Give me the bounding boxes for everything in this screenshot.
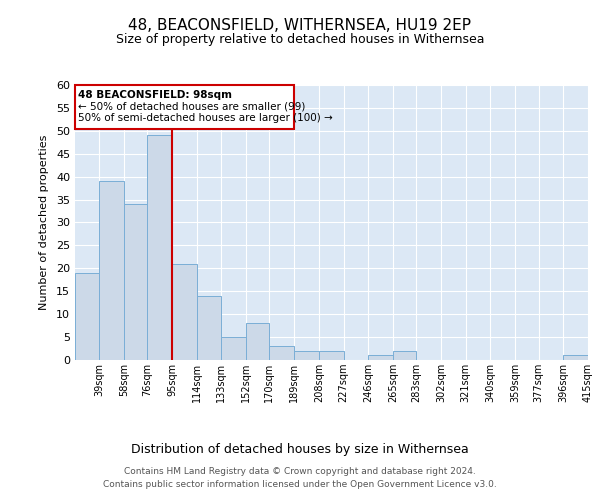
Bar [124, 204, 147, 360]
Bar [197, 296, 221, 360]
Bar [368, 356, 393, 360]
Bar [172, 264, 197, 360]
Bar [393, 351, 416, 360]
Bar [269, 346, 294, 360]
Text: Size of property relative to detached houses in Withernsea: Size of property relative to detached ho… [116, 32, 484, 46]
Bar [221, 337, 246, 360]
Bar [147, 136, 172, 360]
Text: 50% of semi-detached houses are larger (100) →: 50% of semi-detached houses are larger (… [77, 114, 332, 124]
Text: 48, BEACONSFIELD, WITHERNSEA, HU19 2EP: 48, BEACONSFIELD, WITHERNSEA, HU19 2EP [128, 18, 472, 32]
Text: 48 BEACONSFIELD: 98sqm: 48 BEACONSFIELD: 98sqm [77, 90, 232, 100]
Bar [246, 324, 269, 360]
Bar [294, 351, 319, 360]
Text: Contains HM Land Registry data © Crown copyright and database right 2024.: Contains HM Land Registry data © Crown c… [124, 468, 476, 476]
Text: ← 50% of detached houses are smaller (99): ← 50% of detached houses are smaller (99… [77, 101, 305, 111]
Bar [75, 273, 99, 360]
FancyBboxPatch shape [75, 85, 294, 128]
Bar [563, 356, 588, 360]
Bar [319, 351, 344, 360]
Y-axis label: Number of detached properties: Number of detached properties [39, 135, 49, 310]
Text: Distribution of detached houses by size in Withernsea: Distribution of detached houses by size … [131, 442, 469, 456]
Bar [99, 181, 124, 360]
Text: Contains public sector information licensed under the Open Government Licence v3: Contains public sector information licen… [103, 480, 497, 489]
